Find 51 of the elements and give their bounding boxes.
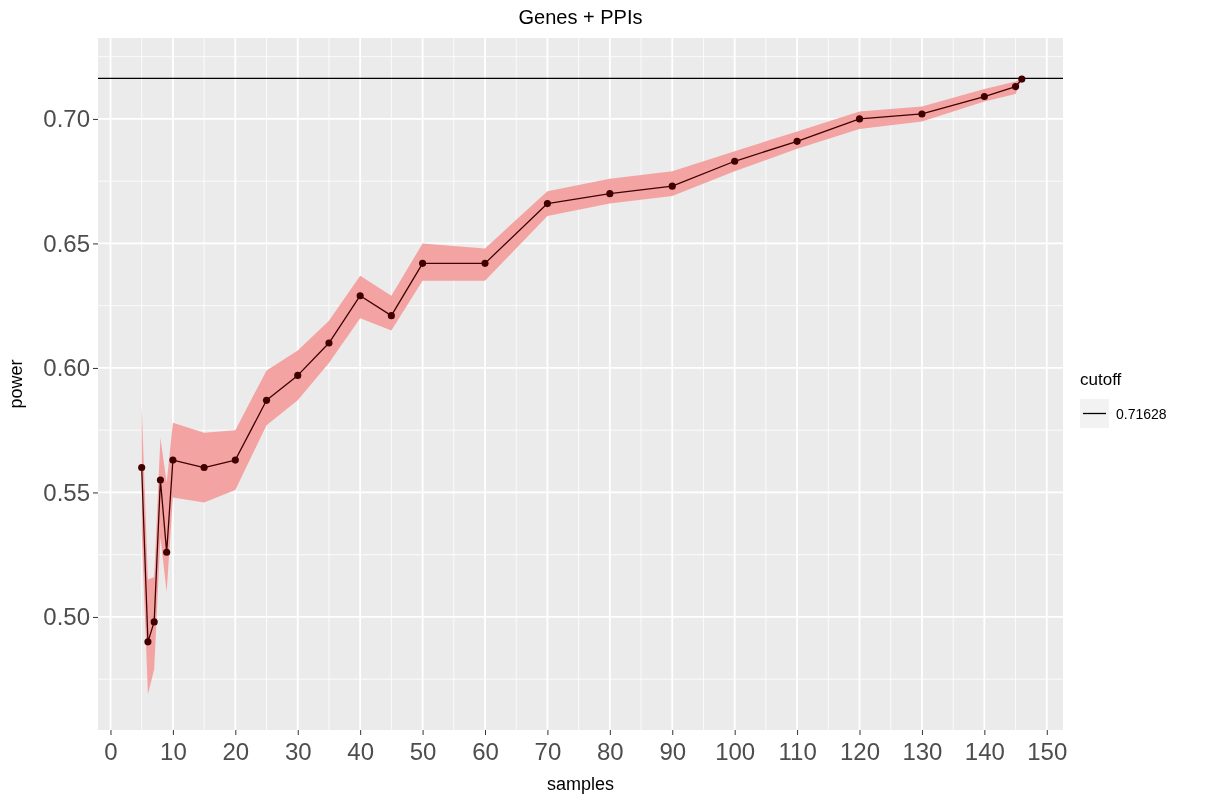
y-axis-title: power — [6, 359, 26, 409]
x-tick-label: 0 — [104, 737, 118, 765]
x-tick-label: 40 — [347, 737, 375, 765]
x-tick-label: 90 — [659, 737, 687, 765]
point — [356, 292, 364, 300]
x-tick-label: 20 — [222, 737, 250, 765]
x-axis-title: samples — [546, 774, 615, 794]
y-tick-label: 0.60 — [43, 354, 90, 382]
point — [731, 157, 739, 165]
point — [1011, 83, 1020, 91]
point — [138, 463, 146, 472]
point — [294, 371, 302, 379]
point — [200, 463, 208, 472]
y-tick-label: 0.70 — [43, 105, 90, 133]
point — [169, 456, 177, 464]
chart-title: Genes + PPIs — [518, 6, 643, 28]
point — [793, 137, 801, 145]
x-tick-label: 130 — [902, 737, 943, 765]
point — [262, 396, 271, 404]
point — [150, 618, 158, 626]
x-tick-label: 110 — [778, 737, 817, 765]
point — [543, 200, 551, 208]
point — [387, 312, 395, 320]
x-tick-label: 140 — [964, 737, 1005, 765]
point — [855, 115, 864, 123]
x-tick-label: 70 — [534, 737, 562, 765]
x-tick-label: 10 — [160, 737, 187, 765]
point — [481, 259, 489, 267]
y-tick-label: 0.65 — [43, 229, 90, 257]
point — [668, 182, 676, 190]
x-tick-label: 80 — [596, 737, 624, 765]
legend-label: 0.71628 — [1116, 406, 1167, 422]
point — [980, 92, 988, 101]
x-tick-label: 30 — [284, 737, 312, 765]
point — [156, 476, 164, 484]
x-tick-label: 50 — [409, 737, 437, 765]
point — [163, 548, 171, 556]
point — [1018, 75, 1026, 83]
point — [325, 339, 333, 347]
point — [419, 259, 427, 267]
point — [144, 638, 152, 646]
x-tick-label: 100 — [715, 737, 756, 765]
point — [606, 190, 614, 198]
x-tick-label: 60 — [472, 737, 499, 765]
legend-title: cutoff — [1080, 370, 1122, 389]
y-tick-label: 0.50 — [43, 603, 90, 631]
x-tick-label: 120 — [839, 737, 881, 765]
point — [918, 110, 926, 118]
y-tick-label: 0.55 — [43, 478, 90, 506]
x-tick-label: 150 — [1027, 737, 1068, 765]
point — [231, 456, 239, 464]
